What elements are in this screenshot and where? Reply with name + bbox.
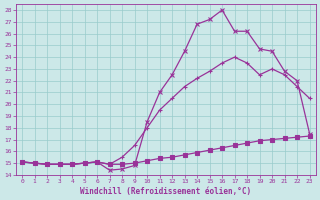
- X-axis label: Windchill (Refroidissement éolien,°C): Windchill (Refroidissement éolien,°C): [80, 187, 252, 196]
